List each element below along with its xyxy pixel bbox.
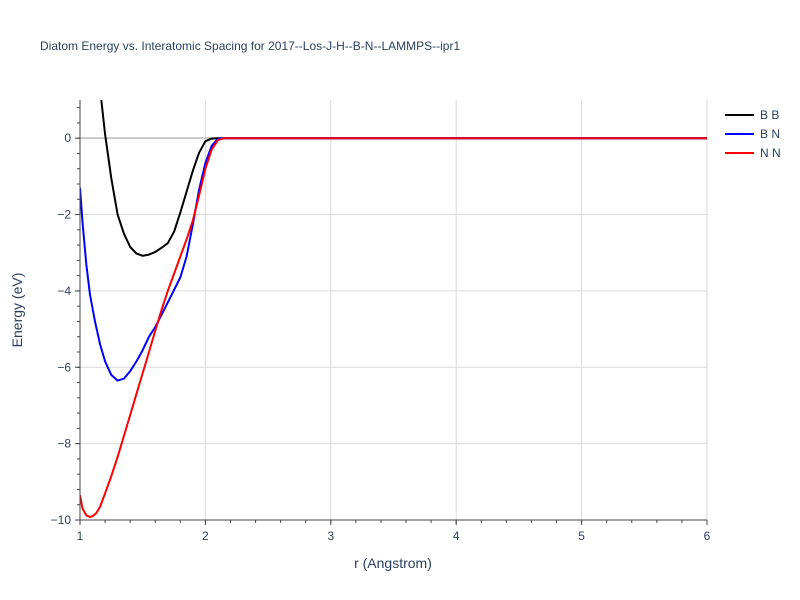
y-tick-label: −6 bbox=[57, 360, 71, 374]
y-tick-label: −8 bbox=[57, 437, 71, 451]
y-axis-title: Energy (eV) bbox=[9, 273, 25, 348]
legend-label: B B bbox=[760, 108, 779, 122]
series-lines bbox=[80, 100, 707, 518]
series-line-n-n bbox=[80, 137, 707, 518]
grid bbox=[80, 100, 708, 520]
y-tick-label: −4 bbox=[57, 284, 71, 298]
x-tick-label: 2 bbox=[202, 529, 209, 543]
y-axis-ticks: 0 −2 −4 −6 −8 −10 bbox=[51, 100, 81, 527]
chart-title: Diatom Energy vs. Interatomic Spacing fo… bbox=[40, 39, 460, 53]
x-tick-label: 6 bbox=[704, 529, 711, 543]
series-line-b-n bbox=[80, 137, 707, 382]
y-tick-label: −2 bbox=[57, 208, 71, 222]
x-tick-label: 5 bbox=[578, 529, 585, 543]
x-tick-label: 1 bbox=[77, 529, 84, 543]
legend: B B B N N N bbox=[725, 108, 781, 160]
y-tick-label: −10 bbox=[51, 513, 72, 527]
x-tick-label: 3 bbox=[327, 529, 334, 543]
legend-label: B N bbox=[760, 127, 780, 141]
legend-label: N N bbox=[760, 146, 781, 160]
y-tick-label: 0 bbox=[64, 131, 71, 145]
x-tick-label: 4 bbox=[453, 529, 460, 543]
x-axis-title: r (Angstrom) bbox=[354, 555, 432, 571]
x-axis-ticks: 1 2 3 4 5 6 bbox=[77, 519, 711, 543]
